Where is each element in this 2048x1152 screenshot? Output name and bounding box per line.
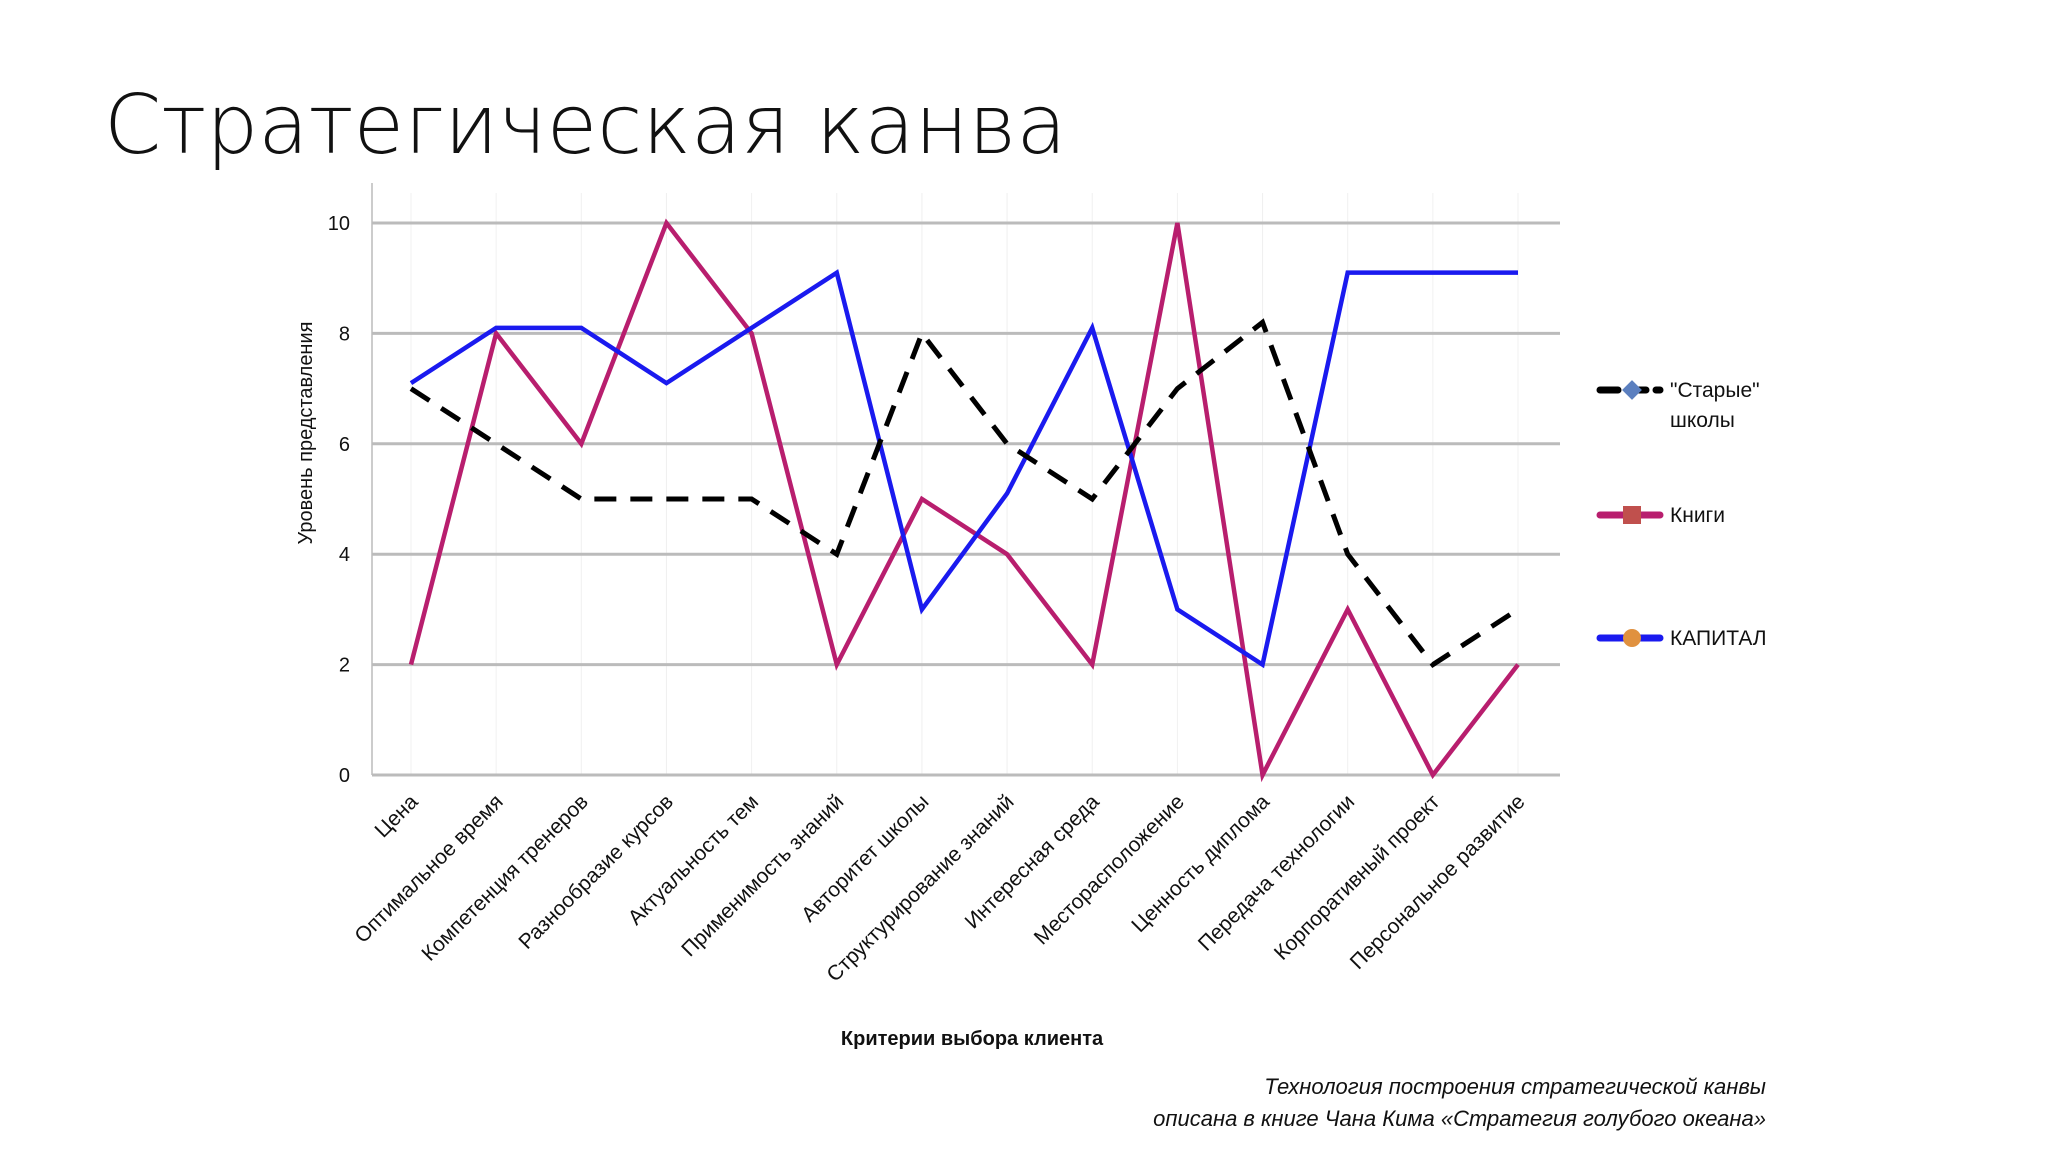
x-tick-label: Месторасположение bbox=[1030, 790, 1189, 949]
y-tick-label: 4 bbox=[339, 544, 350, 566]
series-line-0 bbox=[409, 318, 1520, 668]
x-tick-label: Передача технологии bbox=[1194, 790, 1359, 955]
x-tick-label: Применимость знаний bbox=[677, 790, 848, 961]
y-axis-title: Уровень представления bbox=[295, 322, 317, 545]
legend-marker-square bbox=[1623, 506, 1641, 524]
x-tick-label: Разнообразие курсов bbox=[514, 790, 678, 954]
y-tick-label: 0 bbox=[339, 765, 350, 787]
legend-marker-diamond bbox=[1622, 380, 1642, 400]
x-tick-label: Персональное развитие bbox=[1346, 790, 1530, 974]
series-line-1 bbox=[408, 218, 1520, 783]
x-axis-title: Критерии выбора клиента bbox=[841, 1028, 1104, 1050]
legend-marker-circle bbox=[1623, 629, 1641, 647]
legend-label: "Старые" школы bbox=[1670, 379, 1760, 432]
y-tick-label: 8 bbox=[339, 323, 350, 345]
legend-label: Книги bbox=[1670, 504, 1725, 527]
x-tick-label: Корпоративный проект bbox=[1270, 790, 1445, 965]
legend-label: КАПИТАЛ bbox=[1670, 627, 1767, 650]
series-line-2 bbox=[409, 269, 1518, 669]
x-tick-label: Оптимальное время bbox=[350, 790, 507, 947]
x-tick-label: Цена bbox=[371, 790, 423, 842]
y-tick-label: 2 bbox=[339, 655, 350, 677]
footer-line-2: описана в книге Чана Кима «Стратегия гол… bbox=[1153, 1106, 1766, 1131]
page-title: Стратегическая канва bbox=[104, 78, 1067, 173]
y-tick-label: 10 bbox=[328, 213, 350, 235]
x-tick-label: Компетенция тренеров bbox=[417, 790, 592, 965]
footer-line-1: Технология построения стратегической кан… bbox=[1264, 1074, 1766, 1099]
y-tick-label: 6 bbox=[339, 434, 350, 456]
x-tick-label: Ценность диплома bbox=[1127, 790, 1274, 937]
